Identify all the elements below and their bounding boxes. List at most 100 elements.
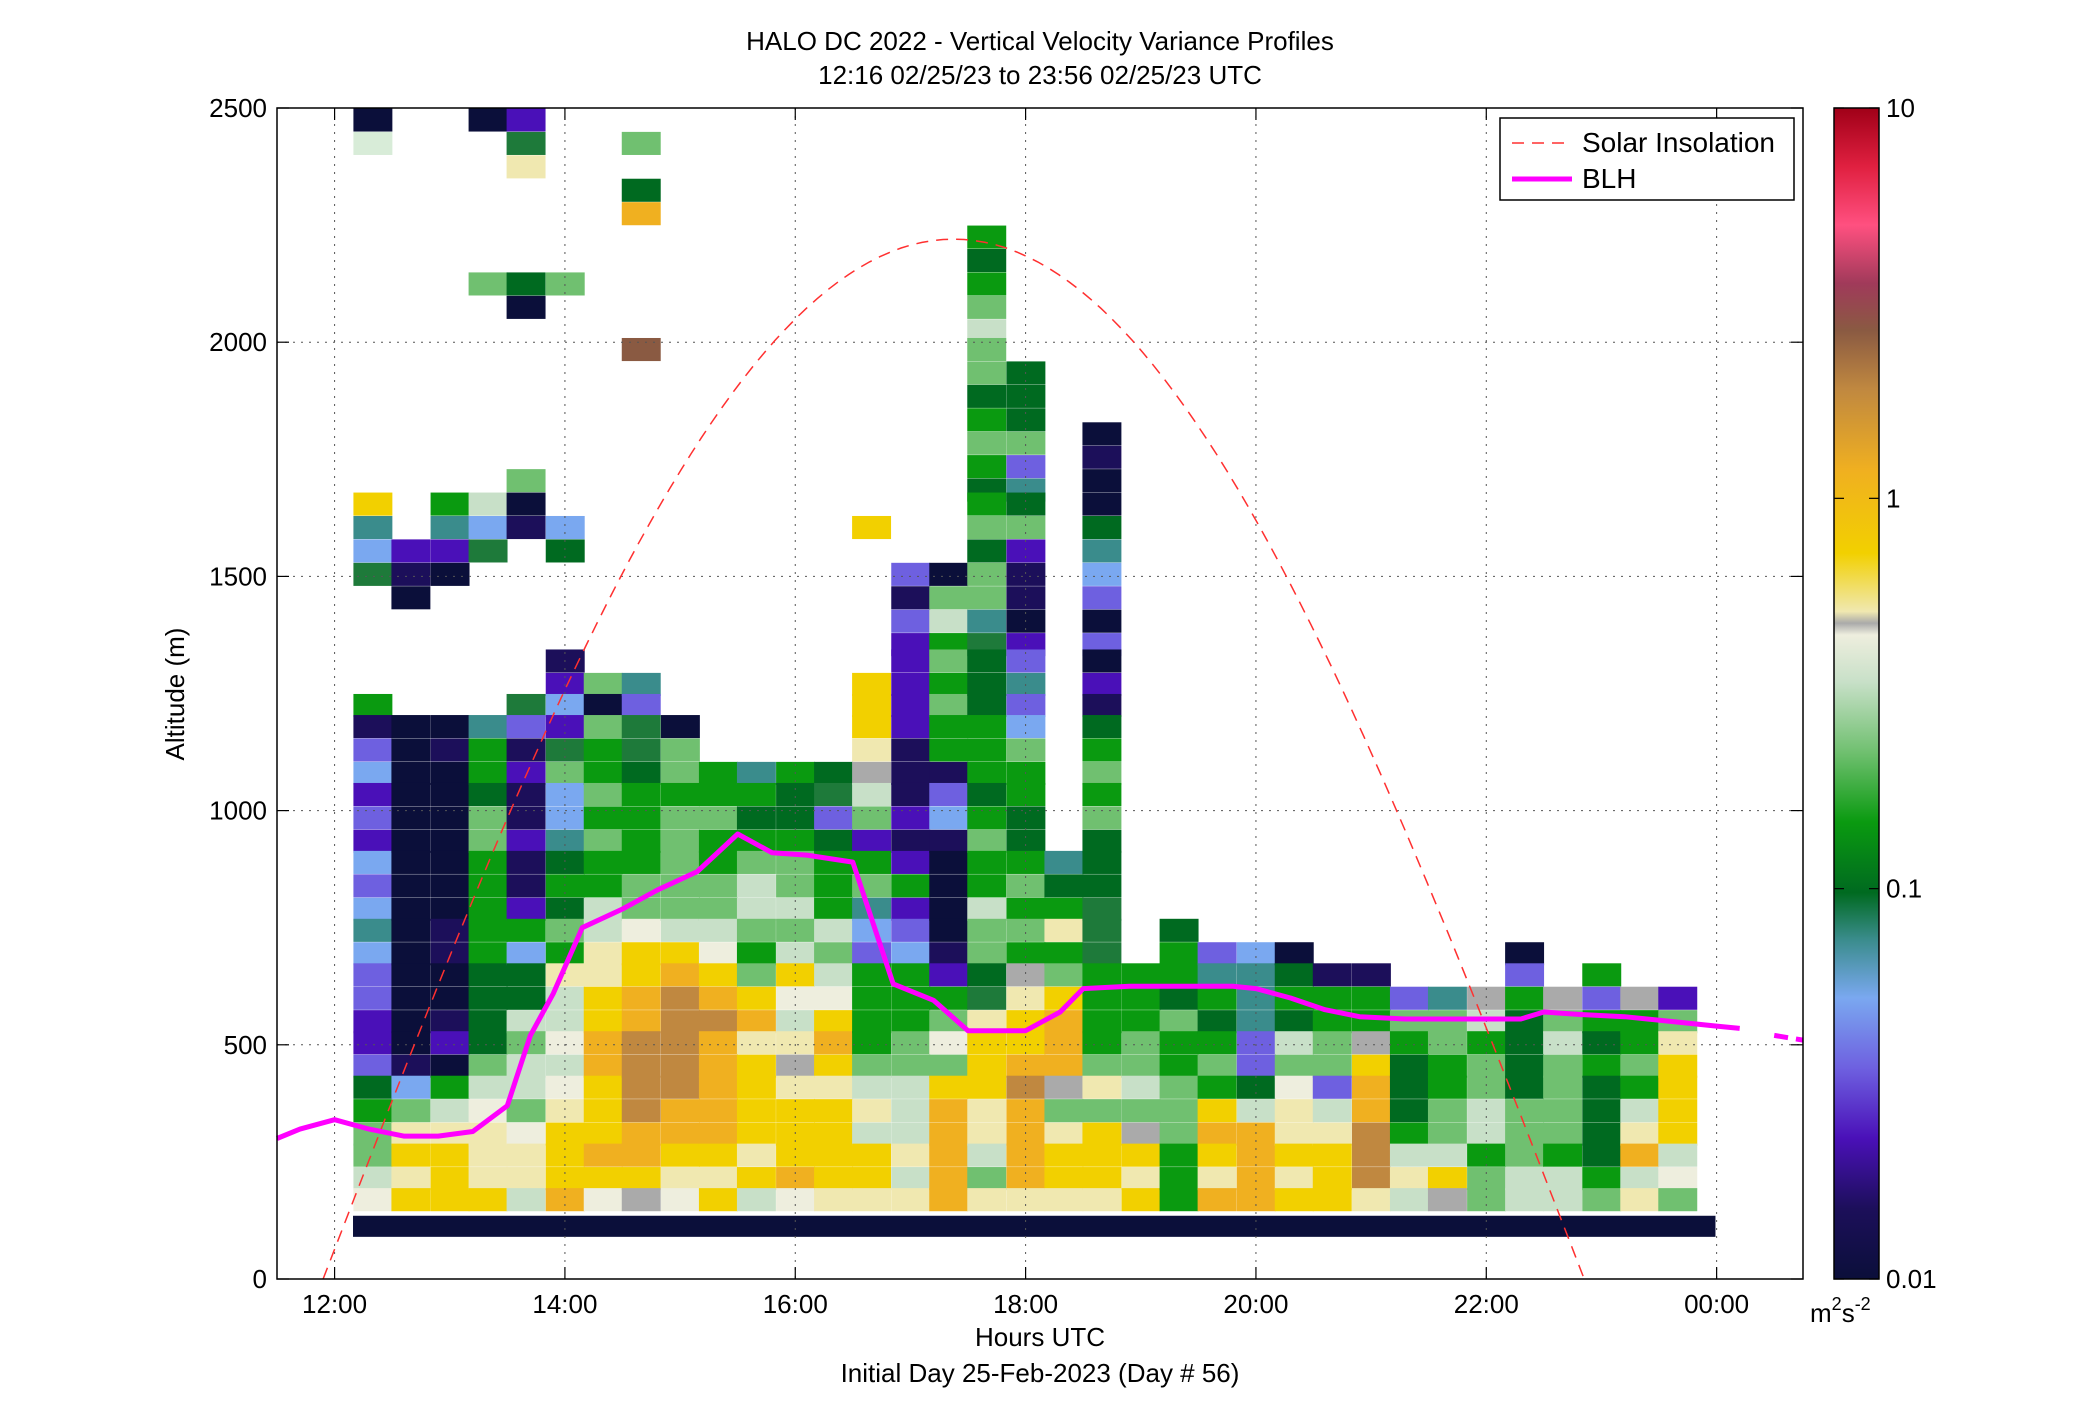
- heatmap-cell: [506, 108, 546, 132]
- heatmap-cell: [1312, 1031, 1352, 1055]
- heatmap-cell: [852, 1122, 892, 1146]
- heatmap-cell: [967, 539, 1007, 563]
- heatmap-cell: [967, 1188, 1007, 1212]
- heatmap-cell: [353, 829, 393, 853]
- heatmap-cell: [1312, 1010, 1352, 1034]
- heatmap-cell: [814, 806, 854, 830]
- heatmap-cell: [430, 539, 470, 563]
- heatmap-cell: [1159, 918, 1199, 942]
- heatmap-cell: [1274, 1099, 1314, 1123]
- heatmap-cell: [1044, 874, 1084, 898]
- heatmap-cell: [1351, 986, 1391, 1010]
- heatmap-cell: [814, 874, 854, 898]
- heatmap-cell: [430, 897, 470, 921]
- heatmap-cell: [776, 806, 816, 830]
- heatmap-cell: [1044, 897, 1084, 921]
- heatmap-cell: [621, 202, 661, 226]
- heatmap-cell: [967, 492, 1007, 516]
- heatmap-cell: [660, 782, 700, 807]
- heatmap-cell: [929, 806, 969, 830]
- heatmap-cell: [1082, 1167, 1122, 1191]
- heatmap-cell: [506, 515, 546, 540]
- heatmap-cell: [1044, 1167, 1084, 1191]
- heatmap-cell: [698, 1188, 738, 1212]
- heatmap-cell: [1427, 1167, 1467, 1191]
- heatmap-cell: [468, 272, 508, 296]
- y-axis-label: Altitude (m): [160, 628, 190, 761]
- heatmap-cell: [1620, 1031, 1660, 1055]
- heatmap-cell: [1274, 1122, 1314, 1146]
- heatmap-cell: [1082, 715, 1122, 739]
- heatmap-cell: [1006, 1031, 1046, 1055]
- heatmap-cell: [506, 963, 546, 987]
- heatmap-cell: [353, 515, 393, 540]
- heatmap-cell: [1467, 1054, 1507, 1078]
- heatmap-cell: [1274, 1143, 1314, 1167]
- heatmap-cell: [468, 986, 508, 1010]
- heatmap-cell: [967, 1143, 1007, 1167]
- heatmap-cell: [506, 155, 546, 179]
- colorbar-ticks: 0.01 0.1 1 10: [1834, 93, 1937, 1294]
- heatmap-cell: [506, 492, 546, 516]
- heatmap-cell: [967, 829, 1007, 853]
- heatmap-cell: [1427, 1143, 1467, 1167]
- heatmap-cell: [967, 1010, 1007, 1034]
- heatmap-cell: [1274, 1167, 1314, 1191]
- heatmap-cell: [1505, 1143, 1545, 1167]
- heatmap-cell: [1006, 963, 1046, 987]
- heatmap-cell: [852, 1010, 892, 1034]
- heatmap-cell: [391, 782, 431, 807]
- heatmap-cell: [814, 1075, 854, 1099]
- heatmap-cell: [1389, 1143, 1429, 1167]
- heatmap-cell: [545, 272, 585, 296]
- heatmap-cell: [468, 738, 508, 762]
- heatmap-cell: [1121, 1143, 1161, 1167]
- heatmap-cell: [1236, 1031, 1276, 1055]
- heatmap-cell: [929, 562, 969, 586]
- heatmap-cell: [1236, 1054, 1276, 1078]
- heatmap-cell: [852, 1031, 892, 1055]
- heatmap-cell: [391, 1031, 431, 1055]
- heatmap-cell: [852, 761, 892, 785]
- heatmap-cell: [353, 986, 393, 1010]
- heatmap-cell: [1006, 1054, 1046, 1078]
- heatmap-cell: [1197, 963, 1237, 987]
- heatmap-cell: [1159, 1075, 1199, 1099]
- heatmap-cell: [891, 672, 931, 696]
- heatmap-cell: [353, 850, 393, 874]
- heatmap-cell: [736, 782, 776, 807]
- x-axis: 12:00 14:00 16:00 18:00 20:00 22:00 00:00: [302, 108, 1749, 1319]
- heatmap-cell: [1543, 1143, 1583, 1167]
- heatmap-cell: [583, 693, 623, 718]
- heatmap-cell: [1620, 1167, 1660, 1191]
- x-axis-label: Hours UTC: [975, 1322, 1105, 1352]
- heatmap-cell: [353, 131, 393, 155]
- heatmap-cell: [1543, 1188, 1583, 1212]
- heatmap-cell: [353, 108, 393, 132]
- heatmap-cell: [1658, 1031, 1698, 1055]
- heatmap-cell: [353, 942, 393, 966]
- heatmap-cell: [1006, 782, 1046, 807]
- heatmap-cell: [506, 715, 546, 739]
- heatmap-cell: [1312, 1075, 1352, 1099]
- heatmap-cell: [621, 693, 661, 718]
- heatmap-cell: [736, 963, 776, 987]
- heatmap-cell: [1044, 1122, 1084, 1146]
- heatmap-cell: [430, 562, 470, 586]
- heatmap-cell: [929, 738, 969, 762]
- colorbar: 0.01 0.1 1 10 m2s-2: [1810, 93, 1937, 1328]
- heatmap-cell: [1236, 963, 1276, 987]
- heatmap-cell: [660, 761, 700, 785]
- heatmap-cell: [967, 1075, 1007, 1099]
- heatmap-cell: [1389, 1031, 1429, 1055]
- heatmap-cell: [1389, 1099, 1429, 1123]
- heatmap-cell: [1006, 1099, 1046, 1123]
- heatmap-cell: [1389, 1188, 1429, 1212]
- heatmap-cell: [1197, 1054, 1237, 1078]
- heatmap-cell: [391, 850, 431, 874]
- heatmap-cell: [698, 963, 738, 987]
- heatmap-cell: [929, 963, 969, 987]
- heatmap-cell: [468, 715, 508, 739]
- heatmap-cell: [583, 1054, 623, 1078]
- heatmap-cell: [1121, 986, 1161, 1010]
